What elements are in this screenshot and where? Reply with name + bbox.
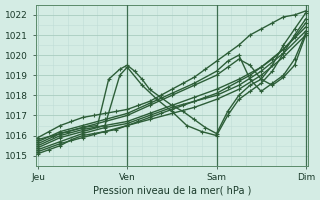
X-axis label: Pression niveau de la mer( hPa ): Pression niveau de la mer( hPa ): [93, 185, 251, 195]
